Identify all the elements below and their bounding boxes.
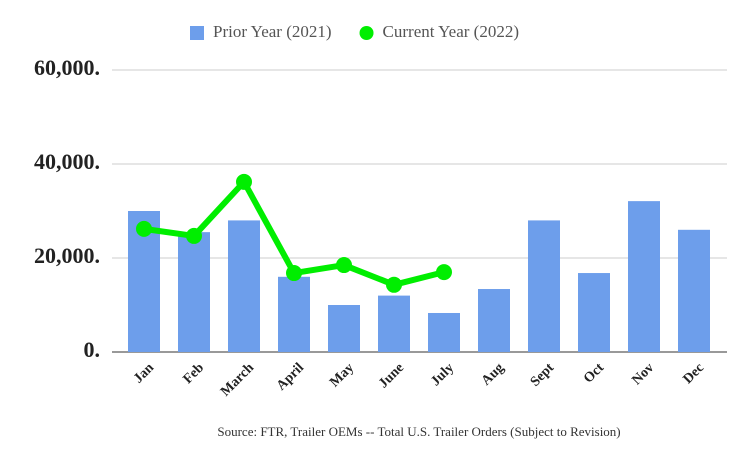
x-tick-label: Aug <box>479 360 507 388</box>
y-tick-label: 0. <box>84 337 101 362</box>
x-tick-label: July <box>428 360 457 389</box>
point <box>236 173 252 190</box>
legend-swatch <box>190 26 204 40</box>
bar <box>378 295 410 352</box>
bar <box>228 220 260 352</box>
bar <box>328 305 360 352</box>
point <box>186 227 202 244</box>
x-tick-label: Oct <box>581 360 607 386</box>
x-tick-label: May <box>327 360 357 390</box>
legend-label: Current Year (2022) <box>383 22 519 41</box>
bar <box>278 276 310 352</box>
legend-label: Prior Year (2021) <box>213 22 332 41</box>
x-tick-label: April <box>274 360 307 393</box>
bar <box>478 289 510 352</box>
point <box>136 220 152 237</box>
x-tick-label: Nov <box>629 360 657 388</box>
bar <box>628 201 660 352</box>
y-tick-label: 40,000. <box>34 149 100 174</box>
y-tick-label: 20,000. <box>34 243 100 268</box>
y-tick-label: 60,000. <box>34 55 100 80</box>
x-tick-label: March <box>218 360 257 399</box>
point <box>436 264 452 281</box>
bar <box>678 229 710 352</box>
x-tick-label: Dec <box>681 360 708 387</box>
point <box>386 276 402 293</box>
bar <box>178 232 210 352</box>
point <box>286 265 302 282</box>
legend-swatch <box>359 26 374 40</box>
x-tick-label: June <box>376 360 407 391</box>
x-tick-label: Feb <box>181 360 208 387</box>
x-tick-label: Sept <box>528 360 558 390</box>
bar <box>428 312 460 352</box>
bar <box>528 220 560 352</box>
point <box>336 257 352 274</box>
x-tick-label: Jan <box>131 360 157 386</box>
source-note: Source: FTR, Trailer OEMs -- Total U.S. … <box>217 424 620 439</box>
bar <box>578 273 610 352</box>
